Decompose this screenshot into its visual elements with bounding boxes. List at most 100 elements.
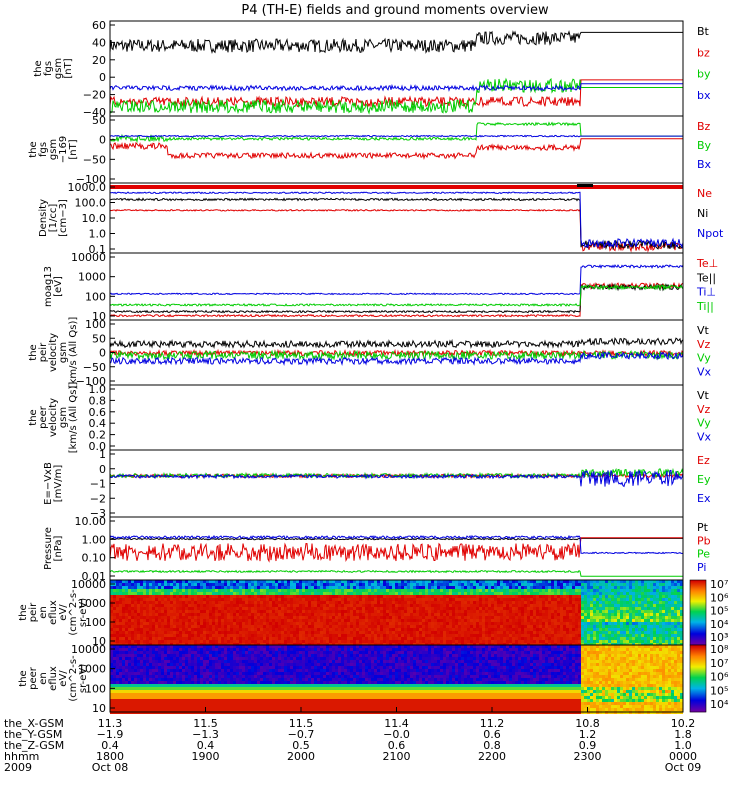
legend-label: Vz [697,338,711,351]
y-axis-label: eV/ [58,670,69,687]
series-bx [109,83,683,92]
y-axis-label: velocity [48,398,59,437]
y-tick-label: 10.00 [75,515,107,528]
x-tick-label: 0.9 [579,739,597,752]
y-axis-label: gsm [48,139,59,160]
x-tick-label: 0.6 [388,739,406,752]
y-tick-label: 20 [92,54,106,67]
y-axis-label: (cm^2-s- [68,589,79,636]
y-axis-label: the [18,670,29,686]
legend-label: Pt [697,521,709,534]
series-Ti⊥ [109,264,684,296]
y-axis-label: [nPa] [53,535,64,561]
x-row-label: the_X-GSM [4,717,64,730]
y-axis-label: peir [38,342,49,362]
x-tick-label: 0.6 [483,728,501,741]
x-tick-label: 11.4 [384,717,409,730]
colorbar-tick-label: 10⁷ [710,657,728,670]
y-tick-label: 10 [92,702,106,715]
y-tick-label: 60 [92,19,106,32]
y-tick-label: 100 [85,318,106,331]
colorbar-tick-label: 10⁶ [710,671,729,684]
y-tick-label: 0.8 [89,394,107,407]
y-tick-label: 10000 [71,251,106,264]
x-tick-label: 0.5 [292,739,310,752]
panel-3: Ne Ni Npot 1000.0 100.0 10.0 1.0 0.1 Density [1/c… [38,181,724,256]
x-row-label: the_Z-GSM [4,739,64,752]
x-axis-labels: the_X-GSM 11.3 11.5 11.5 11.4 11.2 10.8 10.2 the… [4,707,701,774]
y-tick-label: 10000 [71,643,106,656]
legend-label: Pe [697,548,710,561]
y-tick-label: 0.4 [89,417,107,430]
y-axis-label: the [33,60,44,76]
panel-frame [109,384,684,451]
y-tick-label: 10 [92,635,106,648]
y-tick-label: 1000.0 [68,181,107,194]
y-axis-label: Density [38,199,49,237]
y-axis-label: E=−VxB [43,462,54,505]
y-tick-label: −3 [90,507,106,520]
legend-label: Vx [697,430,712,443]
panel-2: Bz By Bx 50 0 −50 −100 the fgs gsm −169 [nT] [28,114,712,186]
x-tick-label: 0000 [669,750,697,763]
y-axis-label: peir [28,602,39,622]
legend-label: Ti⊥ [696,286,716,299]
y-tick-label: 1000 [78,271,106,284]
x-row-label: the_Y-GSM [4,728,62,741]
y-tick-label: 0 [99,134,106,147]
y-axis-label: [cm−3] [58,199,69,237]
legend-label: Ti|| [696,300,714,313]
series-Te|| [109,282,684,314]
y-tick-label: 0.2 [89,429,107,442]
y-axis-label: [1/cc] [48,204,59,233]
legend-label: by [697,68,711,81]
y-axis-label: en [38,672,49,685]
y-axis-label: velocity [48,333,59,372]
x-tick-label: 0.4 [197,739,215,752]
colorbar-tick-label: 10⁴ [710,618,729,631]
y-axis-label: [nT] [68,139,79,159]
colorbar-tick-label: 10⁷ [710,578,728,591]
y-axis-label: en [38,606,49,619]
legend-label: Vt [697,389,710,402]
x-tick-label: 2300 [574,750,602,763]
colorbar-tick-label: 10⁵ [710,684,728,697]
x-tick-label: 11.5 [193,717,218,730]
x-tick-label: −0.0 [383,728,410,741]
y-axis-label: [nT] [63,58,74,78]
legend-label: Ne [697,187,712,200]
y-axis-label: fgs [38,142,49,157]
legend-label: Te|| [696,271,716,284]
legend-label: Vx [697,365,712,378]
y-axis-label: gsm [53,58,64,79]
colorbar-tick-label: 10⁴ [710,698,729,711]
panel-7: Ez Ey Ex 1 0 −1−2 −3 E=−VxB [mV/m] [43,448,711,520]
y-axis-label: [km/s (All Qs)] [68,317,79,389]
y-tick-label: −2 [90,492,106,505]
x-tick-label: 10.2 [671,717,696,730]
y-tick-label: 0.10 [82,552,107,565]
y-axis-label: the [28,344,39,360]
y-axis-label: peer [28,666,39,690]
x-tick-label: 2100 [383,750,411,763]
series-Vx [109,350,684,367]
panel-frame [109,115,684,184]
legend-label: Bx [697,158,712,171]
series-by [109,77,683,115]
y-axis-label: gsm [58,342,69,363]
x-tick-label: −0.7 [288,728,315,741]
x-row-label: 2009 [4,761,32,774]
series-Vt [109,337,684,350]
y-axis-label: [mV/m] [53,465,64,503]
y-axis-label: eV/ [58,604,69,621]
y-axis-label: −169 [58,136,69,163]
legend-label: Ez [697,454,710,467]
legend-label: Pi [697,561,706,574]
x-tick-label: 1.2 [579,728,597,741]
panel-4: Te⊥Te|| Ti⊥Ti|| 10000 1000 100 10 moag13 [eV] [43,251,718,323]
series-Pe [109,569,683,577]
